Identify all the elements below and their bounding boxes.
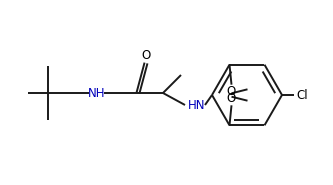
Text: NH: NH — [88, 87, 106, 100]
Text: O: O — [227, 85, 236, 98]
Text: O: O — [227, 92, 236, 105]
Text: HN: HN — [188, 98, 206, 112]
Text: O: O — [142, 48, 151, 61]
Text: Cl: Cl — [296, 88, 308, 102]
